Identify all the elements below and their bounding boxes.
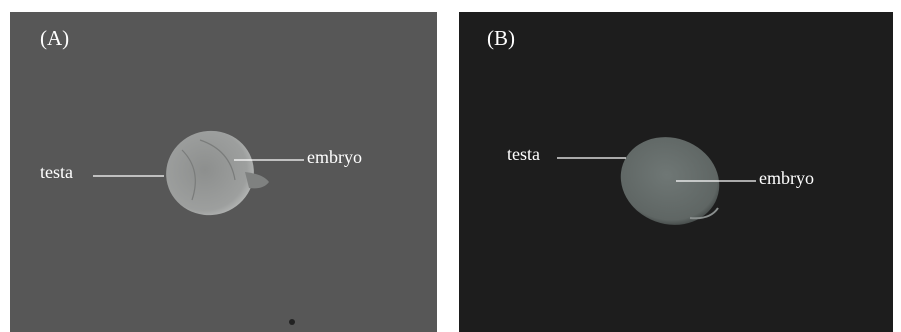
annotation: embryo <box>759 168 814 188</box>
panel-label: (A) <box>40 26 69 50</box>
figure: (A) testa embryo (B) testa embryo <box>0 0 901 332</box>
annotation: testa <box>40 162 73 182</box>
speck <box>289 319 295 325</box>
annotation: embryo <box>307 147 362 167</box>
panel-a: (A) testa embryo <box>10 12 437 332</box>
annotation: testa <box>507 144 540 164</box>
panel-b: (B) testa embryo <box>459 12 893 332</box>
panel-label: (B) <box>487 26 515 50</box>
